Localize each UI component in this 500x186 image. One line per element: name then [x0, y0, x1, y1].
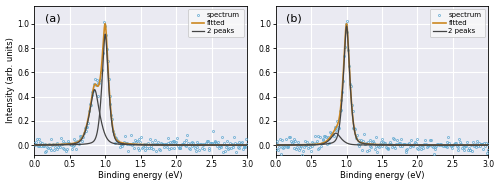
spectrum — [32, 142, 38, 144]
2 peaks — [238, 144, 244, 146]
2 peaks — [129, 143, 135, 146]
Line: 2 peaks: 2 peaks — [34, 34, 247, 145]
fitted — [272, 144, 278, 146]
spectrum — [486, 143, 492, 145]
fitted — [244, 144, 250, 146]
Legend: spectrum, fitted, 2 peaks: spectrum, fitted, 2 peaks — [188, 9, 244, 37]
2 peaks — [480, 144, 486, 146]
2 peaks — [199, 144, 205, 146]
Line: 2 peaks: 2 peaks — [276, 26, 488, 145]
2 peaks — [479, 144, 485, 146]
spectrum — [272, 148, 278, 150]
fitted — [32, 144, 38, 146]
spectrum — [396, 145, 402, 147]
spectrum — [237, 144, 243, 147]
spectrum — [233, 151, 239, 153]
fitted — [486, 144, 492, 146]
fitted — [238, 144, 244, 146]
fitted — [42, 144, 48, 146]
fitted — [102, 23, 108, 25]
spectrum — [439, 156, 445, 158]
Line: spectrum: spectrum — [274, 20, 490, 158]
2 peaks — [32, 144, 38, 146]
2 peaks — [135, 144, 141, 146]
spectrum — [478, 143, 484, 145]
2 peaks — [440, 144, 446, 146]
spectrum — [66, 142, 72, 144]
spectrum — [359, 149, 365, 151]
spectrum — [118, 143, 124, 145]
spectrum — [362, 142, 368, 145]
spectrum — [102, 21, 107, 23]
fitted — [440, 144, 446, 146]
2 peaks — [42, 144, 48, 146]
spectrum — [179, 143, 185, 145]
Text: (a): (a) — [45, 13, 60, 23]
spectrum — [155, 141, 161, 143]
Line: spectrum: spectrum — [34, 21, 248, 153]
fitted — [376, 143, 382, 146]
fitted — [370, 143, 376, 145]
spectrum — [344, 20, 349, 22]
spectrum — [244, 142, 250, 145]
Legend: spectrum, fitted, 2 peaks: spectrum, fitted, 2 peaks — [430, 9, 485, 37]
spectrum — [420, 144, 426, 146]
Line: fitted: fitted — [34, 24, 247, 145]
fitted — [479, 144, 485, 146]
Text: (b): (b) — [286, 13, 302, 23]
2 peaks — [284, 144, 290, 146]
2 peaks — [344, 25, 349, 27]
spectrum — [308, 150, 314, 152]
X-axis label: Binding energy (eV): Binding energy (eV) — [98, 171, 183, 180]
fitted — [480, 144, 486, 146]
Line: fitted: fitted — [276, 24, 488, 145]
2 peaks — [370, 143, 376, 146]
2 peaks — [238, 144, 244, 146]
X-axis label: Binding energy (eV): Binding energy (eV) — [340, 171, 424, 180]
fitted — [344, 23, 349, 25]
fitted — [135, 143, 141, 145]
fitted — [199, 144, 205, 146]
2 peaks — [102, 33, 108, 35]
Y-axis label: Intensity (arb. units): Intensity (arb. units) — [6, 37, 15, 123]
fitted — [129, 143, 135, 145]
fitted — [284, 144, 290, 146]
2 peaks — [376, 144, 382, 146]
fitted — [238, 144, 244, 146]
2 peaks — [272, 144, 278, 146]
2 peaks — [244, 144, 250, 146]
spectrum — [120, 142, 126, 145]
2 peaks — [486, 144, 492, 146]
